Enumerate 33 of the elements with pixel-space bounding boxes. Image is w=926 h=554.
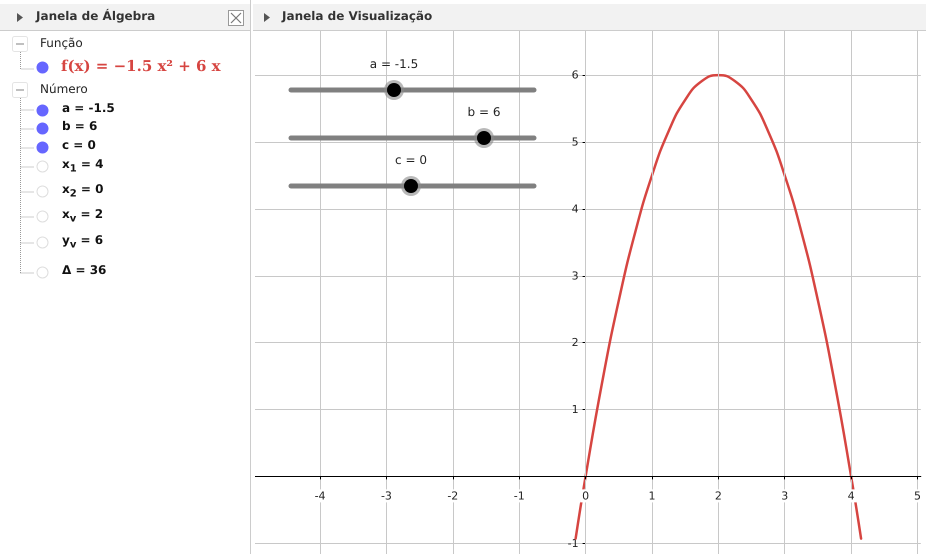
text: Função bbox=[40, 36, 83, 50]
text: x$_{v}$ = 2 bbox=[62, 207, 104, 224]
x-tick-label: 4 bbox=[848, 489, 855, 502]
x-tick-label: 2 bbox=[714, 489, 722, 502]
x-tick-label: 3 bbox=[781, 489, 788, 502]
x-tick-label: -2 bbox=[447, 489, 458, 502]
y-tick-label: 6 bbox=[572, 68, 579, 82]
x-tick-label: 5 bbox=[914, 489, 921, 502]
text: y$_{v}$ = 6 bbox=[62, 233, 104, 250]
y-tick-label: 2 bbox=[572, 336, 579, 350]
text: Janela de Visualização bbox=[282, 9, 432, 23]
text: Janela de Álgebra bbox=[36, 9, 156, 23]
text: f(x) = −1.5 x² + 6 x bbox=[61, 57, 221, 75]
text: x$_{1}$ = 4 bbox=[62, 157, 104, 174]
y-tick-label: -1 bbox=[568, 536, 579, 550]
x-tick-label: -1 bbox=[514, 489, 525, 502]
annotation: c = 0 bbox=[395, 153, 427, 167]
text: Δ = 36 bbox=[62, 263, 106, 277]
text: Número bbox=[40, 82, 88, 96]
y-tick-label: 3 bbox=[572, 269, 579, 282]
x-tick-label: 0 bbox=[582, 489, 590, 502]
x-tick-label: -3 bbox=[380, 489, 392, 502]
text: x$_{2}$ = 0 bbox=[62, 182, 104, 200]
annotation: b = 6 bbox=[468, 105, 500, 119]
text: a = -1.5 bbox=[62, 101, 115, 115]
annotation: a = -1.5 bbox=[370, 57, 418, 71]
text: b = 6 bbox=[62, 119, 98, 133]
y-tick-label: 4 bbox=[572, 202, 579, 216]
x-tick-label: 1 bbox=[648, 489, 656, 502]
y-tick-label: 5 bbox=[572, 136, 579, 149]
y-tick-label: 1 bbox=[572, 403, 579, 416]
text: c = 0 bbox=[62, 138, 96, 152]
x-tick-label: -4 bbox=[314, 489, 326, 502]
